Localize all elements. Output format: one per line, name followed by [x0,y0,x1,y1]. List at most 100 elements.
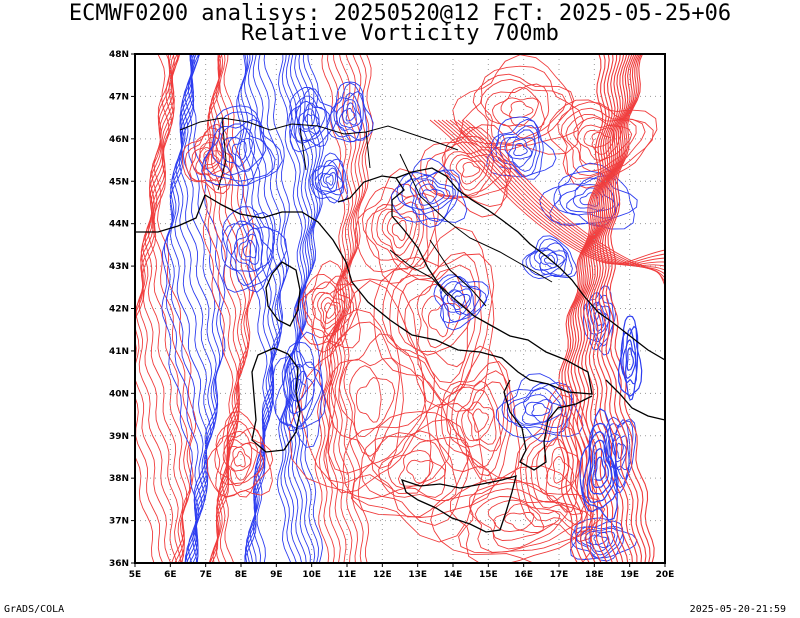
contour-line [220,123,267,176]
contour-line [289,87,338,153]
contour-line [317,308,436,494]
lon-tick-label: 9E [270,570,282,580]
contour-line [326,81,374,143]
contour-line [231,140,247,161]
contour-line [298,102,321,135]
contour-line [322,172,337,190]
contour-line [336,92,363,133]
contour-line [433,119,665,265]
contour-line [512,387,565,428]
contour-line [355,376,382,423]
lon-tick-label: 18E [585,570,604,580]
lon-tick-label: 12E [373,570,392,580]
contour-line [301,108,320,130]
contour-line [564,54,610,563]
lat-tick-label: 47N [109,92,129,102]
contour-line [182,54,221,563]
contour-line [396,169,461,228]
contour-line [500,97,539,127]
lon-tick-label: 10E [302,570,321,580]
contour-line [229,223,273,272]
contour-line [320,167,338,193]
contour-line [317,292,346,330]
contour-line [425,126,508,207]
contour-line [552,456,570,484]
contour-line [418,183,445,206]
contour-line [529,242,567,277]
greece-coastline [605,379,665,421]
contour-line [583,285,614,356]
contour-line [304,275,352,348]
contour-line [312,158,345,204]
contour-line [221,206,288,293]
contour-line [230,446,252,472]
contour-line [591,54,635,563]
contour-line [429,119,665,265]
contour-line [588,531,610,549]
contour-line [371,432,470,518]
contour-line [514,384,599,543]
contour-line [495,125,541,177]
contour-line [386,215,413,249]
ligurian-coastline [135,194,206,233]
contour-line [430,465,592,563]
contour-line [298,54,324,563]
contour-line [421,188,438,203]
contour-line [350,411,495,518]
contour-line [467,401,495,442]
contour-line [451,381,506,469]
contour-line [371,195,424,270]
contour-line [135,54,179,563]
coastlines [135,117,665,533]
contour-line [461,389,497,445]
contour-line [226,442,253,481]
contour-line [252,54,288,563]
contour-line [314,54,346,563]
contour-line [381,210,418,256]
contour-line [338,357,401,457]
contour-line [465,119,665,287]
lon-tick-label: 11E [338,570,357,580]
alpine-borders [179,117,553,307]
lat-tick-label: 43N [109,262,129,272]
contour-line [397,449,446,487]
lon-tick-label: 19E [620,570,639,580]
contour-line [421,295,462,349]
lat-tick-label: 44N [109,220,129,230]
lat-tick-label: 45N [109,177,129,187]
contour-line [590,301,611,343]
contour-line [455,157,486,185]
calabria-coastline [503,379,593,471]
contour-line [181,123,233,194]
contour-line [586,430,616,504]
contour-line [175,54,215,563]
contour-line [533,247,568,275]
contour-line [593,535,608,546]
lon-tick-label: 20E [656,570,675,580]
contour-line [605,420,634,489]
contour-line [325,174,334,186]
contour-line [504,512,535,531]
contour-line [326,54,357,563]
contour-line [491,86,545,129]
lon-tick-label: 6E [164,570,176,580]
contour-line [226,220,275,286]
contour-line [349,365,396,438]
contour-line [531,402,551,417]
contour-line [221,128,256,173]
contour-line [570,517,638,560]
contour-line [574,54,621,563]
lon-tick-label: 7E [199,570,211,580]
contour-line [609,54,655,563]
contour-line [625,339,637,380]
contour-line [281,350,323,432]
lon-tick-label: 16E [514,570,533,580]
contour-line [612,433,629,471]
contour-line [233,450,246,468]
contour-line [373,226,495,412]
contour-line [221,211,274,293]
contour-line [191,136,225,182]
contour-line [433,274,490,331]
contour-line [276,54,303,563]
